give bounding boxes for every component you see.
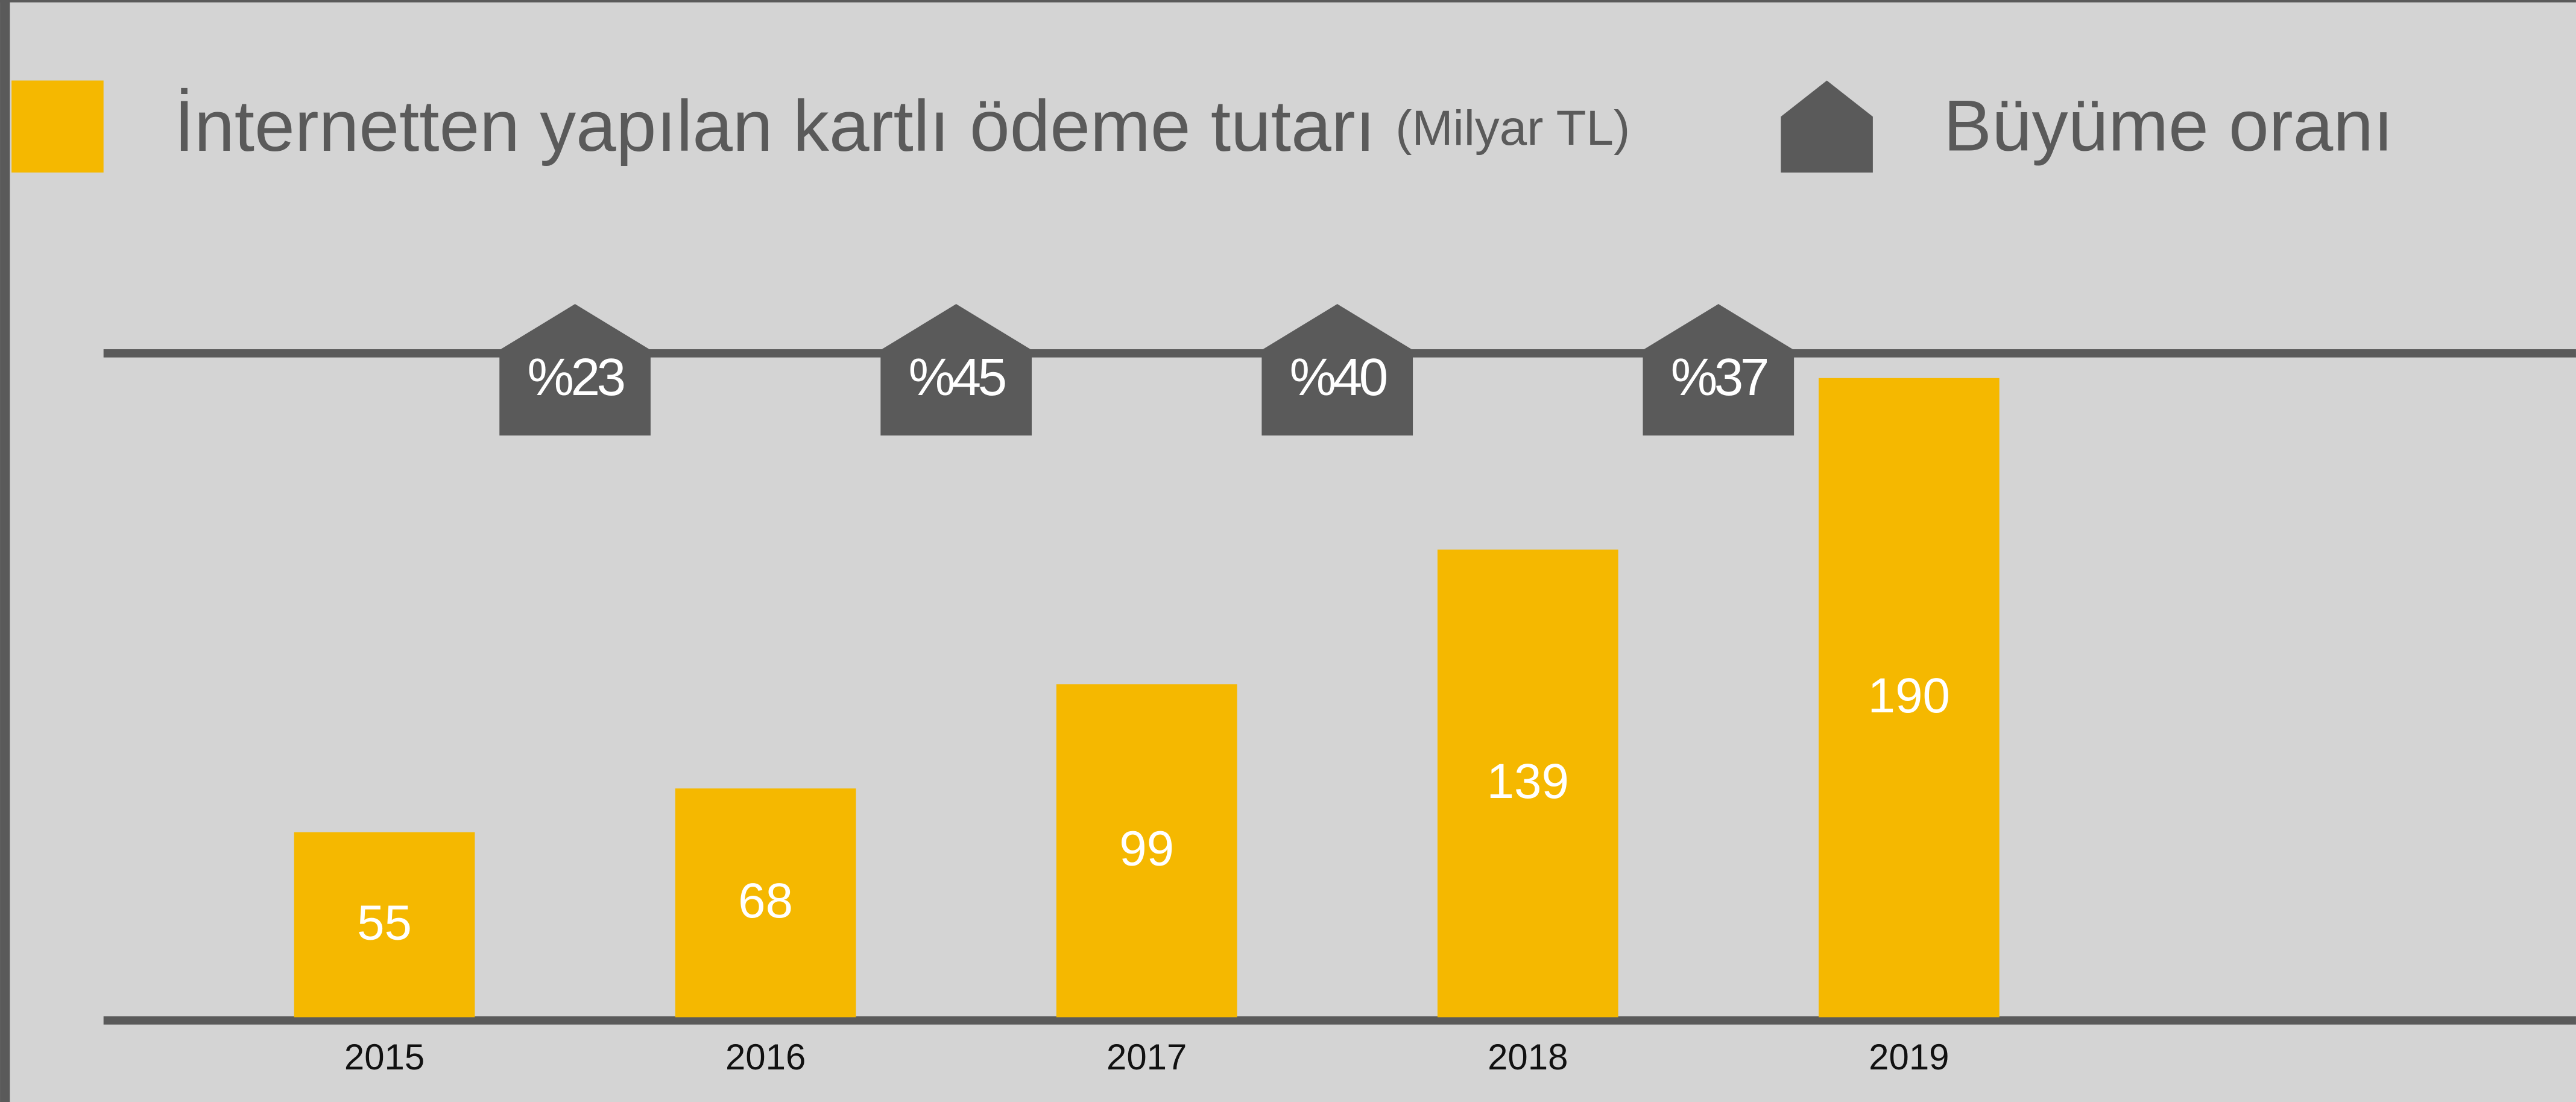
left-edge (0, 0, 10, 1102)
x-tick-label: 2015 (344, 1037, 425, 1077)
top-edge (0, 0, 2576, 3)
growth-label: %23 (528, 348, 624, 407)
x-tick-label: 2016 (725, 1037, 806, 1077)
legend-swatch (11, 80, 104, 173)
x-tick-label: 2017 (1106, 1037, 1187, 1077)
legend-name: İnternetten yapılan kartlı ödeme tutarı (174, 86, 1375, 166)
growth-marker (499, 304, 651, 435)
legend-unit: (Milyar TL) (1395, 101, 1630, 156)
growth-marker (880, 304, 1032, 435)
legend-house (1781, 80, 1873, 173)
value-label: 55 (357, 895, 412, 950)
growth-label: %45 (909, 348, 1005, 407)
bar (1056, 684, 1237, 1018)
growth-label: %40 (1290, 348, 1387, 407)
value-label: 190 (1868, 668, 1950, 723)
x-tick-label: 2018 (1488, 1037, 1568, 1077)
value-label: 99 (1119, 822, 1174, 876)
bar (1437, 549, 1618, 1018)
x-tick-label: 2019 (1869, 1037, 1949, 1077)
growth-label: %37 (1671, 348, 1767, 407)
legend-label: İnternetten yapılan kartlı ödeme tutarı … (174, 86, 1630, 166)
growth-marker (1261, 304, 1413, 435)
value-label: 68 (738, 873, 793, 928)
legend-label: Büyüme oranı (1943, 86, 2393, 166)
value-label: 139 (1487, 754, 1569, 809)
bar (675, 788, 856, 1018)
bar (294, 832, 475, 1018)
growth-marker (1643, 304, 1795, 435)
bar (1818, 378, 2000, 1018)
